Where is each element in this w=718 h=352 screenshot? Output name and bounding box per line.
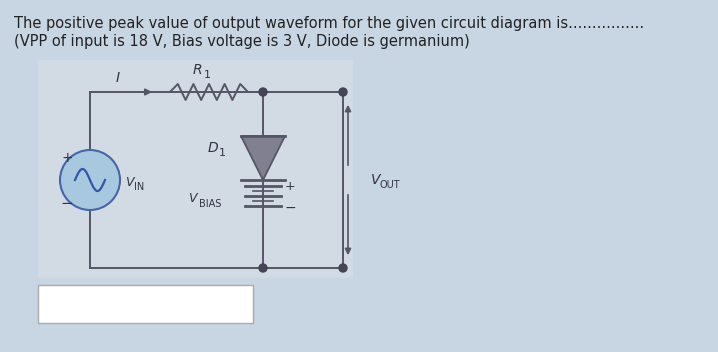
Bar <box>38 285 253 323</box>
Circle shape <box>339 264 347 272</box>
Text: R: R <box>192 63 202 77</box>
Text: D: D <box>208 141 218 155</box>
Text: V: V <box>371 173 381 187</box>
Text: The positive peak value of output waveform for the given circuit diagram is.....: The positive peak value of output wavefo… <box>14 16 644 31</box>
Text: V: V <box>188 191 197 205</box>
Circle shape <box>259 264 267 272</box>
Text: 1: 1 <box>204 70 211 80</box>
Circle shape <box>259 88 267 96</box>
Text: BIAS: BIAS <box>199 199 221 209</box>
Text: −: − <box>285 201 297 215</box>
Text: +: + <box>61 151 73 165</box>
Text: IN: IN <box>134 182 144 192</box>
Circle shape <box>60 150 120 210</box>
Text: +: + <box>285 180 296 193</box>
Text: −: − <box>60 196 73 212</box>
Text: 1: 1 <box>219 148 226 158</box>
Text: V: V <box>125 176 134 189</box>
Text: OUT: OUT <box>380 180 401 190</box>
Polygon shape <box>241 136 285 180</box>
Text: I: I <box>116 71 120 85</box>
Circle shape <box>339 88 347 96</box>
Bar <box>38 60 353 278</box>
Text: (VPP of input is 18 V, Bias voltage is 3 V, Diode is germanium): (VPP of input is 18 V, Bias voltage is 3… <box>14 34 470 49</box>
